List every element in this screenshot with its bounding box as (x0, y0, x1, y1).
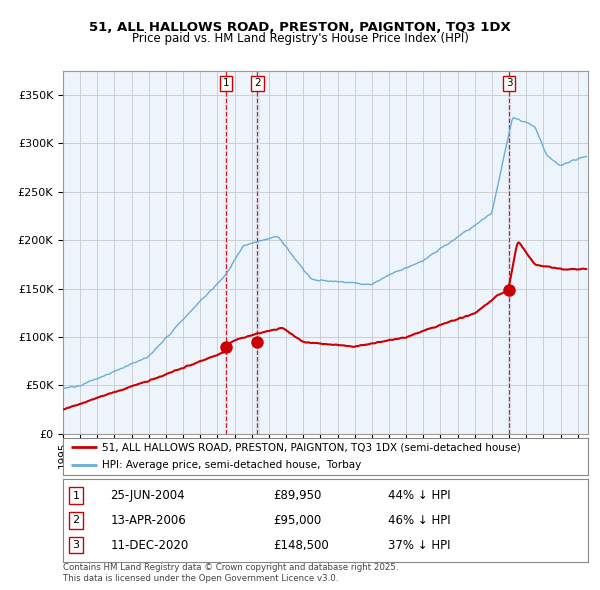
Text: 44% ↓ HPI: 44% ↓ HPI (389, 489, 451, 502)
Text: 2: 2 (254, 78, 261, 88)
Text: 1: 1 (73, 491, 80, 500)
Text: 3: 3 (506, 78, 512, 88)
Text: This data is licensed under the Open Government Licence v3.0.: This data is licensed under the Open Gov… (63, 574, 338, 583)
Text: 2: 2 (73, 516, 80, 525)
Text: 1: 1 (223, 78, 229, 88)
Text: 46% ↓ HPI: 46% ↓ HPI (389, 514, 451, 527)
Text: 51, ALL HALLOWS ROAD, PRESTON, PAIGNTON, TQ3 1DX: 51, ALL HALLOWS ROAD, PRESTON, PAIGNTON,… (89, 21, 511, 34)
Text: 51, ALL HALLOWS ROAD, PRESTON, PAIGNTON, TQ3 1DX (semi-detached house): 51, ALL HALLOWS ROAD, PRESTON, PAIGNTON,… (103, 442, 521, 453)
Text: 37% ↓ HPI: 37% ↓ HPI (389, 539, 451, 552)
Text: HPI: Average price, semi-detached house,  Torbay: HPI: Average price, semi-detached house,… (103, 460, 362, 470)
Text: £95,000: £95,000 (273, 514, 321, 527)
Text: £89,950: £89,950 (273, 489, 322, 502)
Text: 25-JUN-2004: 25-JUN-2004 (110, 489, 185, 502)
Text: 3: 3 (73, 540, 80, 550)
Text: £148,500: £148,500 (273, 539, 329, 552)
Text: 13-APR-2006: 13-APR-2006 (110, 514, 186, 527)
Bar (224, 71, 227, 434)
Bar (508, 71, 511, 434)
Text: Price paid vs. HM Land Registry's House Price Index (HPI): Price paid vs. HM Land Registry's House … (131, 32, 469, 45)
Text: Contains HM Land Registry data © Crown copyright and database right 2025.: Contains HM Land Registry data © Crown c… (63, 563, 398, 572)
Text: 11-DEC-2020: 11-DEC-2020 (110, 539, 188, 552)
Bar (256, 71, 259, 434)
